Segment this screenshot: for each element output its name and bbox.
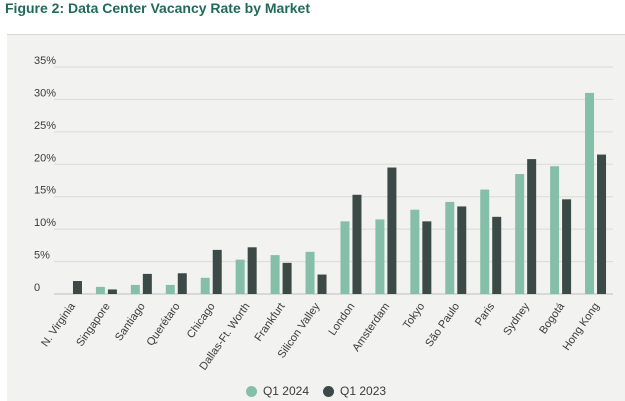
- bar-q1-2024-11: [445, 201, 455, 294]
- legend-swatch-q1-2024: [245, 385, 257, 397]
- y-tick-label-25: 25%: [34, 120, 56, 132]
- bar-q1-2023-3: [177, 273, 187, 294]
- bar-q1-2023-4: [212, 249, 222, 294]
- x-tick-label-2: Santiago: [113, 301, 148, 343]
- bar-q1-2024-1: [95, 286, 105, 294]
- bar-q1-2023-8: [352, 194, 362, 294]
- bar-q1-2024-4: [200, 277, 210, 294]
- y-tick-label-35: 35%: [34, 55, 56, 67]
- y-tick-label-5: 5%: [34, 250, 50, 262]
- legend-label-q1-2023: Q1 2023: [340, 384, 387, 398]
- bar-q1-2023-10: [422, 221, 432, 294]
- bar-q1-2023-11: [457, 206, 467, 294]
- bar-q1-2023-6: [282, 262, 292, 294]
- x-tick-label-10: Tokyo: [401, 301, 427, 331]
- chart-legend: Q1 2024 Q1 2023: [7, 384, 625, 398]
- bar-q1-2023-0: [72, 281, 82, 294]
- y-tick-label-20: 20%: [34, 152, 56, 164]
- bar-q1-2024-2: [130, 284, 140, 294]
- bar-q1-2023-5: [247, 247, 257, 294]
- x-tick-label-13: Sydney: [501, 300, 532, 337]
- y-tick-label-10: 10%: [34, 217, 56, 229]
- bar-q1-2024-15: [585, 92, 595, 294]
- legend-item-q1-2023: Q1 2023: [323, 384, 386, 398]
- bar-q1-2024-7: [305, 251, 315, 294]
- bar-q1-2023-7: [317, 274, 327, 294]
- bar-chart: 0 5% 10% 15% 20% 25% 30% 35% N. VirginiaSingapor…: [34, 55, 613, 373]
- x-tick-label-8: London: [327, 301, 358, 338]
- bar-q1-2024-12: [480, 189, 490, 294]
- bar-q1-2024-13: [515, 174, 525, 294]
- bar-q1-2023-12: [492, 216, 502, 294]
- y-tick-label-30: 30%: [34, 87, 56, 99]
- bar-q1-2024-14: [550, 166, 560, 294]
- bar-q1-2024-5: [235, 259, 245, 294]
- bar-q1-2024-6: [270, 255, 280, 294]
- legend-swatch-q1-2023: [323, 385, 334, 397]
- bar-q1-2024-10: [410, 209, 420, 294]
- x-tick-label-11: São Paulo: [423, 301, 462, 349]
- x-tick-label-0: N. Virginia: [39, 300, 78, 349]
- bar-q1-2023-2: [142, 273, 152, 294]
- x-tick-label-15: Hong Kong: [561, 301, 602, 353]
- x-tick-label-4: Chicago: [185, 301, 218, 341]
- bar-q1-2024-8: [340, 221, 350, 294]
- x-tick-label-14: Bogotá: [537, 300, 567, 336]
- figure-title: Figure 2: Data Center Vacancy Rate by Ma…: [5, 0, 311, 16]
- x-tick-label-12: Paris: [473, 300, 497, 328]
- x-tick-label-1: Singapore: [74, 301, 113, 349]
- bar-q1-2023-14: [562, 199, 572, 294]
- chart-panel: 0 5% 10% 15% 20% 25% 30% 35% N. Virginia Singapor…: [7, 34, 625, 401]
- bar-q1-2024-9: [375, 219, 385, 294]
- bar-q1-2023-15: [597, 154, 607, 294]
- y-tick-label-0: 0: [34, 282, 40, 294]
- x-tick-label-3: Querétaro: [144, 301, 182, 348]
- bar-q1-2023-13: [527, 159, 537, 294]
- bar-q1-2023-1: [107, 289, 117, 294]
- y-tick-label-15: 15%: [34, 185, 56, 197]
- x-tick-label-6: Frankfurt: [252, 301, 287, 344]
- legend-label-q1-2024: Q1 2024: [262, 384, 309, 398]
- legend-item-q1-2024: Q1 2024: [245, 384, 309, 398]
- bar-q1-2024-3: [165, 284, 175, 294]
- bar-q1-2023-9: [387, 167, 397, 294]
